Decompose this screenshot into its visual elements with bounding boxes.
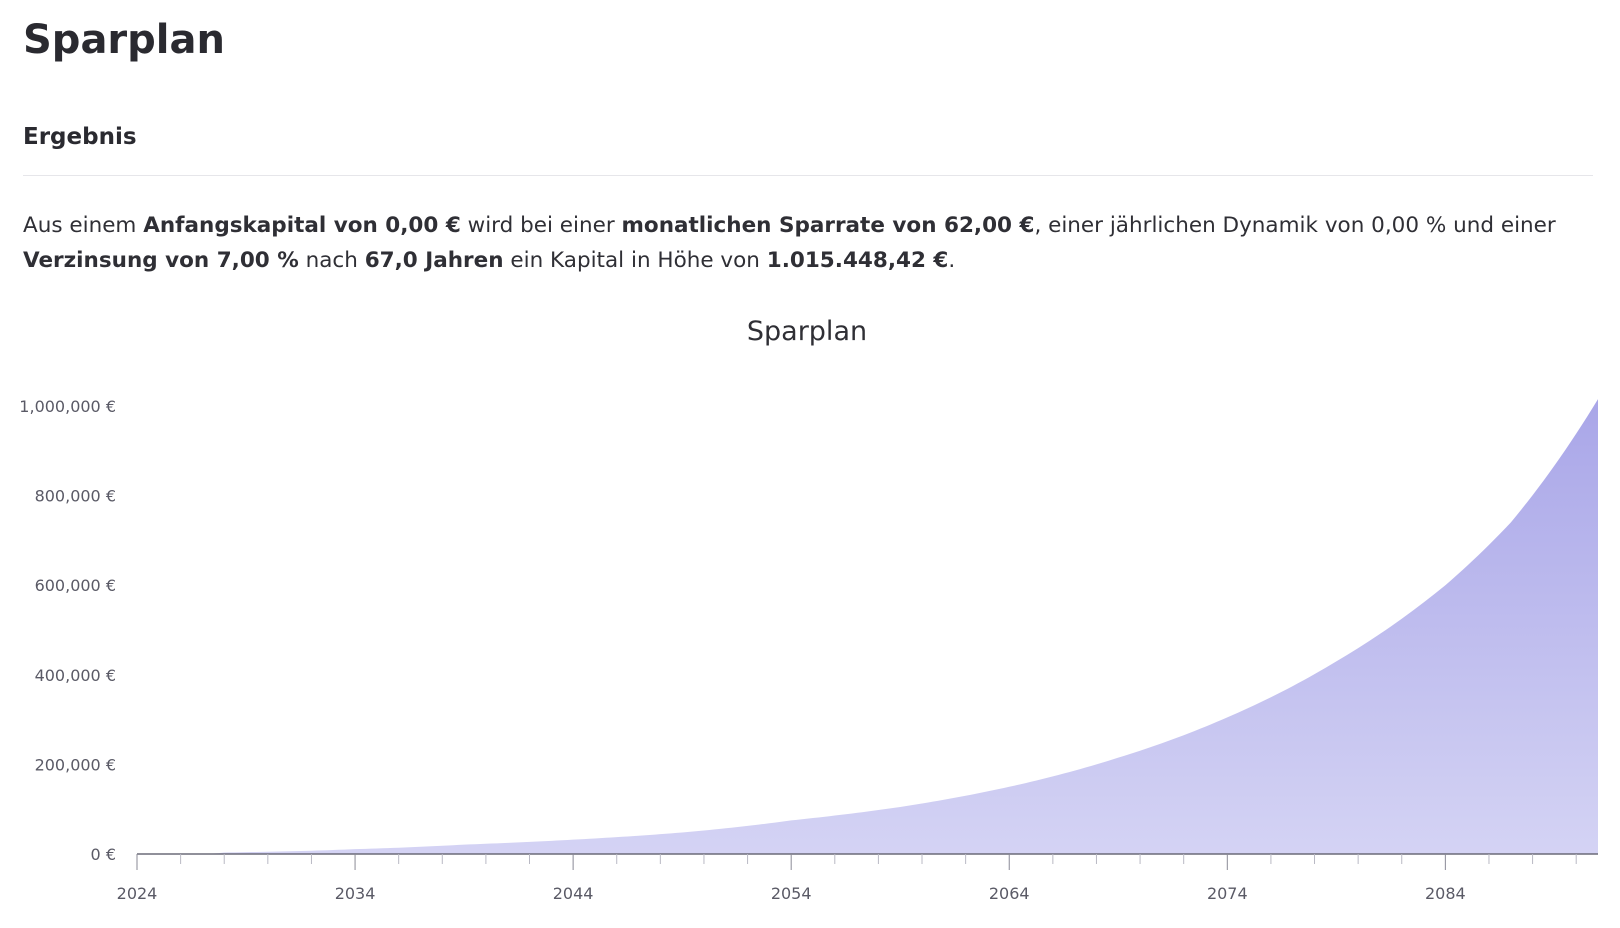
result-text-part: Aus einem (23, 213, 144, 238)
x-tick-label: 2034 (335, 884, 376, 903)
section-divider (23, 175, 1593, 176)
result-text-part: ein Kapital in Höhe von (503, 248, 767, 273)
result-text-part: , einer jährlichen Dynamik von 0,00 % un… (1034, 213, 1556, 238)
y-tick-label: 0 € (91, 845, 116, 864)
series-area (137, 399, 1598, 854)
x-tick-label: 2044 (553, 884, 594, 903)
x-tick-label: 2054 (771, 884, 812, 903)
y-tick-label: 800,000 € (35, 487, 116, 506)
y-tick-label: 1,000,000 € (19, 397, 116, 416)
result-summary: Aus einem Anfangskapital von 0,00 € wird… (23, 208, 1603, 278)
page-title: Sparplan (23, 17, 225, 63)
y-tick-label: 400,000 € (35, 666, 116, 685)
chart-title: Sparplan (747, 316, 867, 347)
result-duration: 67,0 Jahren (364, 248, 504, 273)
sparplan-chart: Sparplan 0 € 200,000 € 400,000 € 600,000 € 8… (19, 316, 1598, 903)
x-axis: 2024 2034 2044 2054 2064 2074 2084 (117, 854, 1577, 903)
x-tick-label: 2024 (117, 884, 158, 903)
x-tick-label: 2074 (1207, 884, 1248, 903)
y-tick-label: 600,000 € (35, 576, 116, 595)
chart-container: Sparplan 0 € 200,000 € 400,000 € 600,000 € 8… (0, 310, 1620, 924)
result-text-part: nach (298, 248, 365, 273)
y-axis: 0 € 200,000 € 400,000 € 600,000 € 800,000 € 1… (19, 397, 116, 864)
result-text-part: wird bei einer (460, 213, 622, 238)
section-title-ergebnis: Ergebnis (23, 124, 137, 150)
result-interest-rate: Verzinsung von 7,00 % (23, 248, 299, 273)
x-tick-label: 2084 (1425, 884, 1466, 903)
result-initial-capital: Anfangskapital von 0,00 € (143, 213, 461, 238)
y-tick-label: 200,000 € (35, 755, 116, 774)
result-text-part: . (948, 248, 956, 273)
result-final-capital: 1.015.448,42 € (766, 248, 949, 273)
x-tick-label: 2064 (989, 884, 1030, 903)
result-monthly-rate: monatlichen Sparrate von 62,00 € (621, 213, 1035, 238)
